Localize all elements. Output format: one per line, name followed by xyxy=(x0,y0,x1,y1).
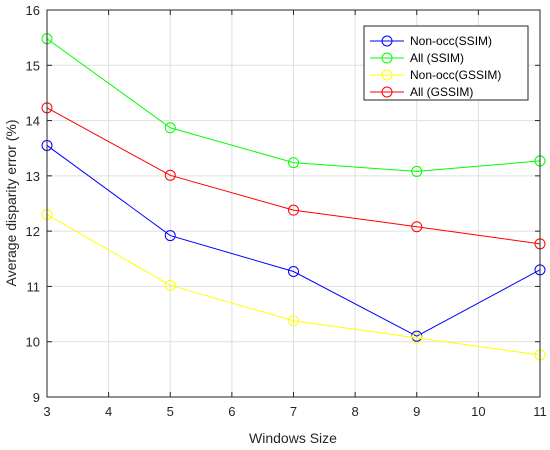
y-tick-label: 13 xyxy=(26,169,40,184)
data-point xyxy=(411,165,423,177)
y-tick-label: 12 xyxy=(26,224,40,239)
x-tick-label: 9 xyxy=(413,404,420,419)
y-tick-label: 15 xyxy=(26,58,40,73)
x-tick-label: 11 xyxy=(533,404,547,419)
x-tick-label: 6 xyxy=(228,404,235,419)
x-tick-label: 8 xyxy=(352,404,359,419)
series-line xyxy=(46,107,541,245)
legend-label: All (GSSIM) xyxy=(410,85,473,99)
data-point xyxy=(411,221,423,233)
data-point xyxy=(288,266,299,278)
data-point xyxy=(164,230,176,242)
series-line xyxy=(46,145,541,337)
legend-marker xyxy=(381,52,393,64)
y-axis-label: Average disparity error (%) xyxy=(3,119,19,286)
x-tick-label: 10 xyxy=(471,404,485,419)
data-point xyxy=(288,315,299,327)
x-tick-label: 3 xyxy=(43,404,50,419)
legend-item: All (SSIM) xyxy=(370,51,464,65)
x-tick-labels: 3 4 5 6 7 8 9 10 11 xyxy=(43,404,546,419)
data-point xyxy=(164,122,176,134)
x-tick-label: 7 xyxy=(290,404,297,419)
legend-label: Non-occ(GSSIM) xyxy=(410,68,501,82)
legend: Non-occ(SSIM) All (SSIM) Non-occ(GSSIM) All… xyxy=(363,25,529,101)
series-line xyxy=(46,214,541,356)
x-axis-label: Windows Size xyxy=(249,430,337,446)
y-tick-label: 11 xyxy=(27,279,41,294)
y-tick-labels: 9 10 11 12 13 14 15 16 xyxy=(26,3,40,405)
data-point xyxy=(164,169,176,181)
legend-item: Non-occ(GSSIM) xyxy=(370,68,501,82)
legend-item: All (GSSIM) xyxy=(370,85,473,99)
legend-marker xyxy=(381,69,393,81)
y-tick-label: 16 xyxy=(26,3,40,18)
x-tick-label: 4 xyxy=(105,404,112,419)
y-tick-label: 10 xyxy=(26,335,40,350)
legend-marker xyxy=(381,35,393,47)
series-line xyxy=(46,38,541,172)
legend-label: All (SSIM) xyxy=(410,51,464,65)
legend-label: Non-occ(SSIM) xyxy=(410,34,492,48)
x-tick-label: 5 xyxy=(167,404,174,419)
series-layer xyxy=(41,33,546,361)
data-point xyxy=(288,204,299,216)
ticks xyxy=(46,9,541,398)
data-point xyxy=(411,332,423,344)
y-tick-label: 14 xyxy=(26,114,40,129)
series-2 xyxy=(41,209,546,361)
data-point xyxy=(164,279,176,291)
legend-item: Non-occ(SSIM) xyxy=(370,34,492,48)
data-point xyxy=(288,157,299,169)
legend-marker xyxy=(381,86,393,98)
y-tick-label: 9 xyxy=(33,390,40,405)
